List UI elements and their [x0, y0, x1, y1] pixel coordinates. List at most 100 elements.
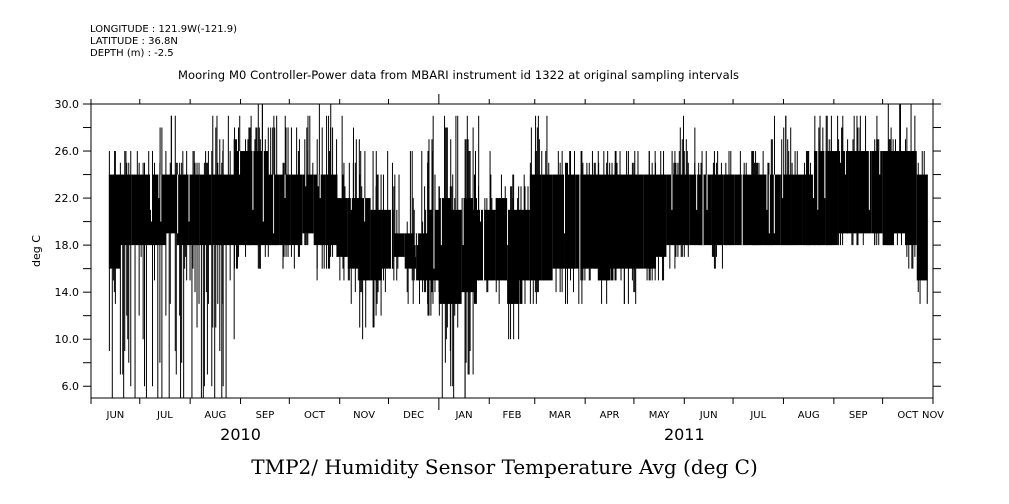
x-tick-label: JUN [106, 410, 125, 421]
core-band [711, 174, 724, 246]
core-band [859, 151, 872, 234]
week-envelope [484, 151, 496, 293]
week-envelope [325, 104, 338, 269]
year-label: 2011 [664, 425, 705, 444]
week-envelope [734, 151, 747, 246]
core-band [746, 174, 758, 246]
week-envelope [313, 104, 326, 281]
x-tick-label: MAY [649, 410, 671, 421]
x-tick-label: OCT [304, 410, 326, 421]
week-envelope [802, 151, 815, 246]
core-band [131, 174, 144, 246]
core-band [598, 174, 610, 281]
core-band [222, 174, 235, 246]
week-envelope [154, 127, 167, 398]
week-envelope [586, 151, 599, 281]
x-tick-label: SEP [256, 410, 275, 421]
week-envelope [882, 104, 894, 246]
longitude-label: LONGITUDE : 121.9W(-121.9) [90, 24, 237, 35]
week-envelope [655, 151, 667, 281]
core-band [461, 198, 473, 293]
core-band [234, 151, 246, 246]
week-envelope [120, 151, 132, 398]
year-label: 2010 [220, 425, 261, 444]
core-band [177, 174, 189, 246]
core-band [290, 174, 303, 246]
week-envelope [529, 115, 542, 304]
core-band [484, 209, 496, 281]
week-envelope [199, 151, 212, 398]
x-tick-label: OCT [897, 410, 919, 421]
week-envelope [211, 115, 224, 398]
week-envelope [746, 151, 759, 246]
core-band [313, 174, 326, 246]
axes-layer: 6.0 10.0 14.0 18.0 22.0 26.0 30.0 JUN JUL AUG SEP O… [55, 94, 944, 444]
core-band [336, 198, 348, 257]
plot-frame [90, 103, 934, 399]
week-envelope [165, 115, 178, 398]
week-envelope [177, 151, 189, 398]
core-band [199, 174, 212, 246]
x-tick-label: JAN [454, 410, 472, 421]
week-envelope [541, 115, 553, 281]
week-envelope [859, 115, 872, 246]
core-band [882, 151, 894, 246]
x-tick-label: JUL [156, 410, 173, 421]
week-envelope [370, 151, 382, 328]
week-envelope [438, 115, 451, 398]
x-tick-label: NOV [922, 410, 944, 421]
x-tick-label: JUN [699, 410, 718, 421]
x-tick-label: JUL [749, 410, 766, 421]
data-layer [108, 104, 928, 398]
core-band [586, 174, 599, 269]
core-band [893, 151, 906, 234]
core-band [541, 174, 553, 281]
week-envelope [768, 115, 781, 246]
y-tick-label: 26.0 [55, 145, 80, 158]
core-band [416, 233, 428, 281]
y-axis-label: deg C [30, 235, 43, 267]
week-envelope [677, 115, 690, 257]
latitude-label: LATITUDE : 36.8N [90, 36, 178, 47]
core-band [120, 174, 132, 246]
x-tick-label: DEC [403, 410, 424, 421]
week-envelope [814, 115, 826, 246]
y-tick-label: 10.0 [55, 333, 80, 346]
y-tick-label: 14.0 [55, 286, 80, 299]
week-envelope [234, 115, 247, 269]
y-tick-label: 30.0 [55, 98, 80, 111]
week-envelope [916, 151, 928, 304]
chart-title: TMP2/ Humidity Sensor Temperature Avg (d… [251, 455, 758, 479]
chart-subtitle: Mooring M0 Controller-Power data from MB… [178, 68, 740, 82]
week-envelope [416, 151, 429, 304]
week-envelope [427, 115, 440, 316]
week-envelope [347, 127, 360, 304]
core-band [211, 174, 223, 246]
week-envelope [143, 151, 156, 398]
week-envelope [757, 151, 770, 246]
core-band [438, 198, 451, 304]
week-envelope [518, 174, 530, 304]
core-band [495, 198, 508, 281]
week-envelope [893, 104, 906, 246]
core-band [404, 233, 417, 269]
week-envelope [245, 115, 258, 246]
week-envelope [507, 174, 520, 340]
x-tick-label: MAR [549, 410, 571, 421]
week-envelope [131, 151, 144, 398]
x-tick-label: AUG [204, 410, 226, 421]
week-envelope [393, 174, 405, 281]
core-band [143, 174, 155, 246]
week-envelope [404, 151, 417, 304]
core-band [723, 174, 735, 246]
week-envelope [188, 151, 200, 398]
week-envelope [643, 151, 656, 281]
week-envelope [905, 104, 917, 269]
week-envelope [472, 115, 485, 304]
week-envelope [575, 151, 588, 304]
x-tick-label: FEB [503, 410, 522, 421]
core-band [655, 174, 667, 257]
week-envelope [279, 115, 291, 269]
week-envelope [461, 115, 474, 398]
